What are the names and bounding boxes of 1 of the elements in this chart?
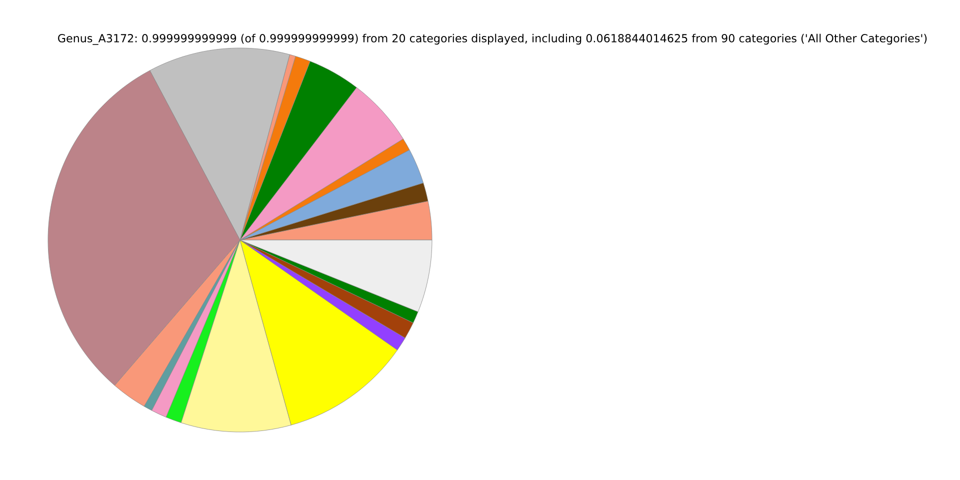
text: Genus_A3172: 0.999999999999 (of 0.999999999999) from 20 categories displayed, including 0.0618844014625 from 90 categories ('All Other Categories')	[58, 34, 927, 45]
